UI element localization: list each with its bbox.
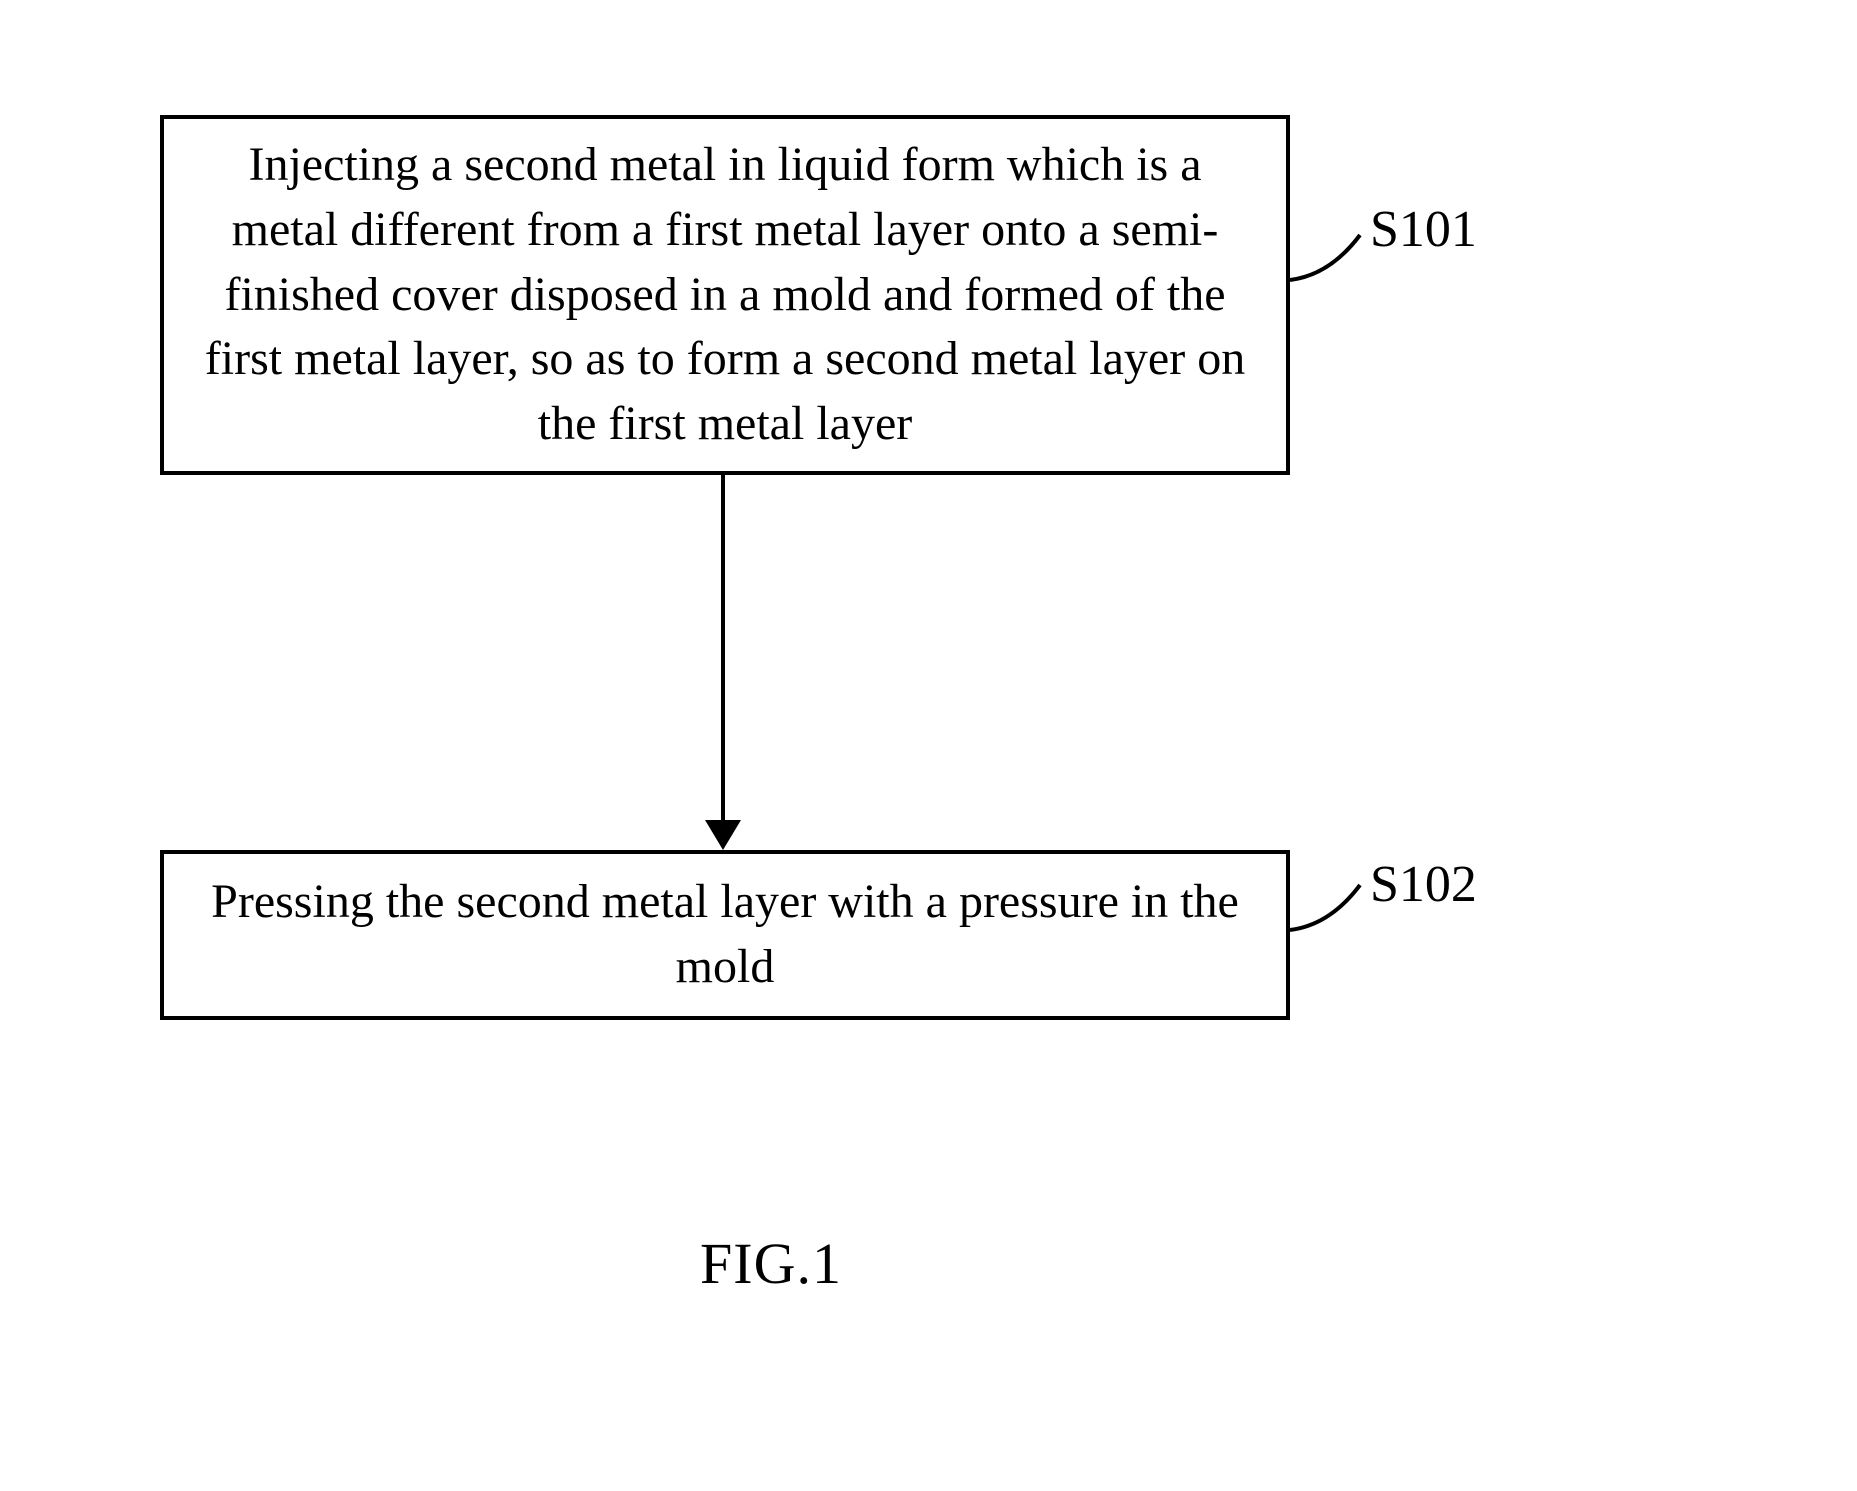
flow-step-s102-text: Pressing the second metal layer with a p… bbox=[194, 870, 1256, 1000]
flow-step-s102: Pressing the second metal layer with a p… bbox=[160, 850, 1290, 1020]
flow-step-s101-text: Injecting a second metal in liquid form … bbox=[194, 133, 1256, 457]
leader-s101 bbox=[1285, 220, 1375, 300]
leader-s102 bbox=[1285, 870, 1375, 950]
edge-s101-s102 bbox=[721, 475, 725, 825]
figure-label: FIG.1 bbox=[700, 1230, 842, 1297]
flow-step-s101: Injecting a second metal in liquid form … bbox=[160, 115, 1290, 475]
step-label-s102: S102 bbox=[1370, 855, 1477, 914]
edge-s101-s102-arrow bbox=[705, 820, 741, 850]
step-label-s101: S101 bbox=[1370, 200, 1477, 259]
flowchart-canvas: Injecting a second metal in liquid form … bbox=[0, 0, 1857, 1491]
